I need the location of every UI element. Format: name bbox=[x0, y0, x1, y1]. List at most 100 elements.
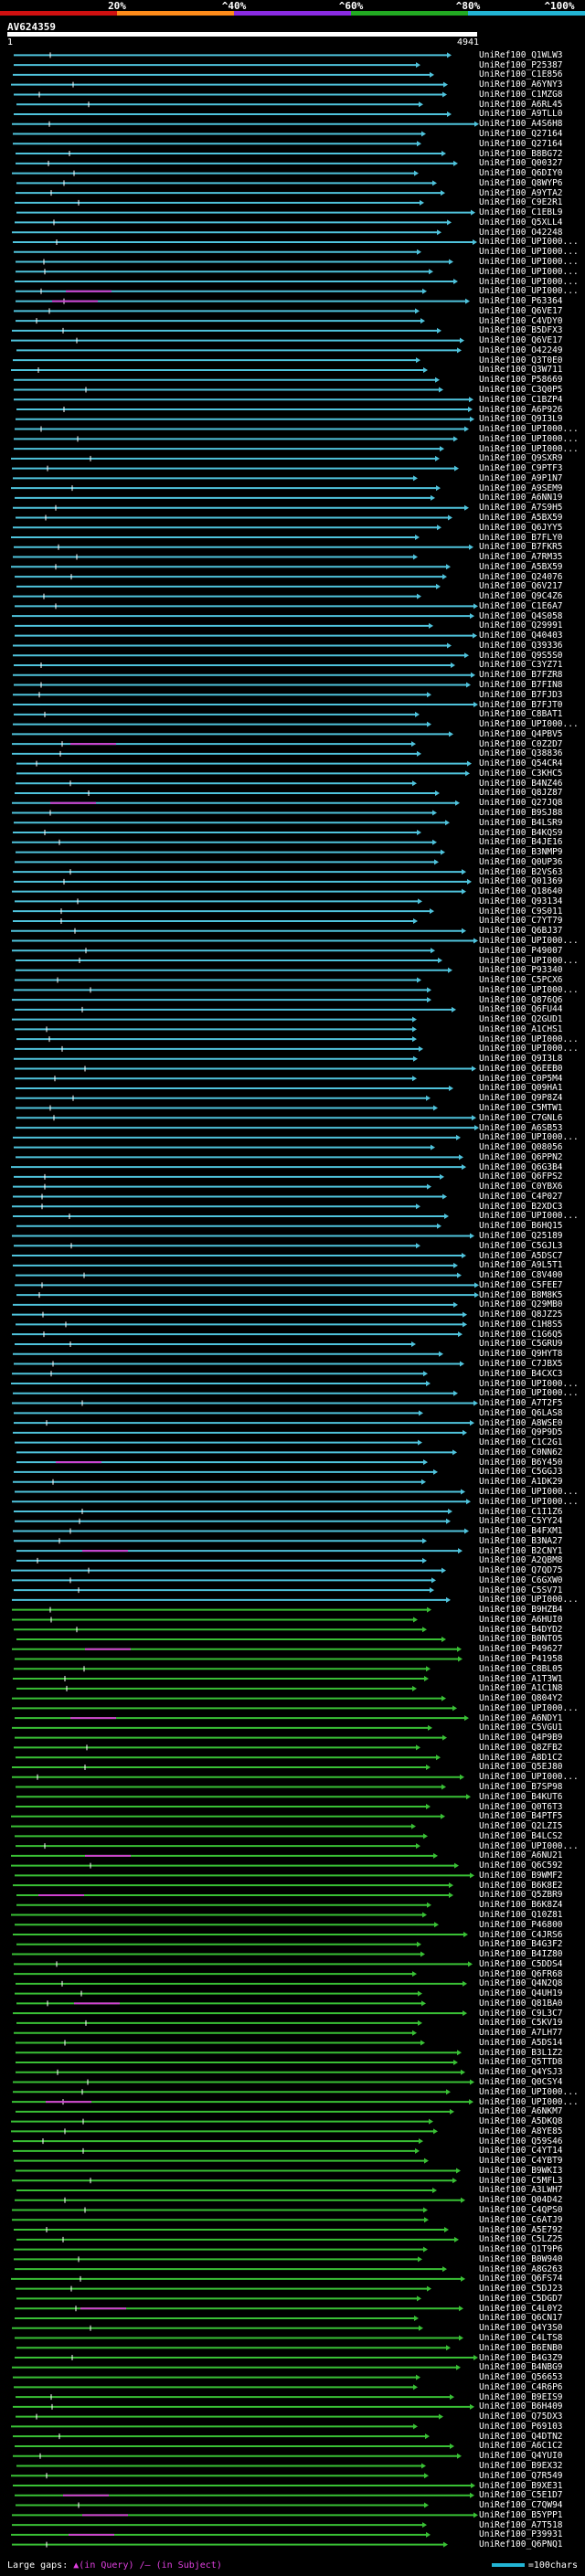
hit-label[interactable]: UniRef100_A7RM35 bbox=[479, 552, 563, 563]
hit-label[interactable]: UniRef100_Q59S46 bbox=[479, 2136, 563, 2147]
hit-label[interactable]: UniRef100_Q10Z81 bbox=[479, 1909, 563, 1920]
hit-label[interactable]: UniRef100_B3NA27 bbox=[479, 1535, 563, 1546]
hit-label[interactable]: UniRef100_Q8JZ87 bbox=[479, 788, 563, 799]
hit-label[interactable]: UniRef100_C4JRS6 bbox=[479, 1929, 563, 1940]
hit-label[interactable]: UniRef100_UPI000... bbox=[479, 1044, 579, 1055]
hit-label[interactable]: UniRef100_B7FKR5 bbox=[479, 542, 563, 553]
hit-label[interactable]: UniRef100_UPI000... bbox=[479, 955, 579, 966]
hit-label[interactable]: UniRef100_UPI000... bbox=[479, 1496, 579, 1507]
hit-label[interactable]: UniRef100_B9SJ88 bbox=[479, 807, 563, 818]
hit-label[interactable]: UniRef100_A8YE85 bbox=[479, 2125, 563, 2136]
hit-label[interactable]: UniRef100_C5KV19 bbox=[479, 2018, 563, 2029]
hit-label[interactable]: UniRef100_UPI000... bbox=[479, 1388, 579, 1399]
hit-label[interactable]: UniRef100_P58669 bbox=[479, 375, 563, 386]
hit-label[interactable]: UniRef100_A1CHS1 bbox=[479, 1023, 563, 1034]
hit-label[interactable]: UniRef100_C6ATJ9 bbox=[479, 2214, 563, 2225]
hit-label[interactable]: UniRef100_C8V400 bbox=[479, 1270, 563, 1281]
hit-label[interactable]: UniRef100_Q5ZBR9 bbox=[479, 1890, 563, 1901]
hit-label[interactable]: UniRef100_B3L1Z2 bbox=[479, 2047, 563, 2058]
hit-label[interactable]: UniRef100_A6NKM7 bbox=[479, 2106, 563, 2117]
hit-label[interactable]: UniRef100_UPI000... bbox=[479, 424, 579, 435]
hit-label[interactable]: UniRef100_UPI000... bbox=[479, 266, 579, 277]
hit-label[interactable]: UniRef100_C5GGJ3 bbox=[479, 1467, 563, 1478]
hit-label[interactable]: UniRef100_UPI000... bbox=[479, 1132, 579, 1143]
hit-label[interactable]: UniRef100_A6C1C2 bbox=[479, 2441, 563, 2452]
hit-label[interactable]: UniRef100_Q29991 bbox=[479, 620, 563, 631]
hit-label[interactable]: UniRef100_A7LH77 bbox=[479, 2028, 563, 2039]
hit-label[interactable]: UniRef100_C1I1Z6 bbox=[479, 1506, 563, 1517]
hit-label[interactable]: UniRef100_C9S011 bbox=[479, 906, 563, 917]
hit-label[interactable]: UniRef100_B7FJT0 bbox=[479, 699, 563, 710]
hit-label[interactable]: UniRef100_B8M8K5 bbox=[479, 1289, 563, 1300]
hit-label[interactable]: UniRef100_Q1WLW3 bbox=[479, 49, 563, 60]
hit-label[interactable]: UniRef100_C8BAT1 bbox=[479, 709, 563, 720]
hit-label[interactable]: UniRef100_A5DSC7 bbox=[479, 1250, 563, 1261]
hit-label[interactable]: UniRef100_Q6LAS8 bbox=[479, 1407, 563, 1418]
hit-label[interactable]: UniRef100_Q6C592 bbox=[479, 1860, 563, 1871]
hit-label[interactable]: UniRef100_UPI000... bbox=[479, 1486, 579, 1497]
hit-label[interactable]: UniRef100_B4LCS2 bbox=[479, 1830, 563, 1841]
hit-label[interactable]: UniRef100_Q56653 bbox=[479, 2372, 563, 2383]
hit-label[interactable]: UniRef100_Q9HYT8 bbox=[479, 1349, 563, 1360]
hit-label[interactable]: UniRef100_A5DKQ8 bbox=[479, 2116, 563, 2127]
hit-label[interactable]: UniRef100_P93340 bbox=[479, 965, 563, 976]
hit-label[interactable]: UniRef100_B6K8Z4 bbox=[479, 1900, 563, 1911]
hit-label[interactable]: UniRef100_C5GRU9 bbox=[479, 1339, 563, 1350]
hit-label[interactable]: UniRef100_UPI000... bbox=[479, 984, 579, 995]
hit-label[interactable]: UniRef100_Q6VE17 bbox=[479, 305, 563, 316]
hit-label[interactable]: UniRef100_Q8WYP6 bbox=[479, 177, 563, 188]
hit-label[interactable]: UniRef100_C1MZG8 bbox=[479, 89, 563, 100]
hit-label[interactable]: UniRef100_C1E856 bbox=[479, 69, 563, 80]
hit-label[interactable]: UniRef100_B4NBG9 bbox=[479, 2362, 563, 2373]
hit-label[interactable]: UniRef100_B6K8E2 bbox=[479, 1880, 563, 1891]
hit-label[interactable]: UniRef100_Q6PNQ1 bbox=[479, 2539, 563, 2550]
hit-label[interactable]: UniRef100_C5GJL3 bbox=[479, 1240, 563, 1251]
hit-label[interactable]: UniRef100_A5E792 bbox=[479, 2224, 563, 2235]
hit-label[interactable]: UniRef100_P39931 bbox=[479, 2529, 563, 2540]
hit-label[interactable]: UniRef100_C5VGU1 bbox=[479, 1723, 563, 1733]
hit-label[interactable]: UniRef100_A8WSE0 bbox=[479, 1417, 563, 1428]
hit-label[interactable]: UniRef100_C4L0Y2 bbox=[479, 2303, 563, 2314]
hit-label[interactable]: UniRef100_Q7R549 bbox=[479, 2470, 563, 2481]
hit-label[interactable]: UniRef100_B9WKI3 bbox=[479, 2165, 563, 2176]
hit-label[interactable]: UniRef100_C3Q0P5 bbox=[479, 384, 563, 395]
hit-label[interactable]: UniRef100_UPI000... bbox=[479, 276, 579, 287]
hit-label[interactable]: UniRef100_Q7QD75 bbox=[479, 1565, 563, 1576]
hit-label[interactable]: UniRef100_Q4YSJ3 bbox=[479, 2067, 563, 2078]
hit-label[interactable]: UniRef100_B4FXM1 bbox=[479, 1526, 563, 1537]
hit-label[interactable]: UniRef100_B7FIN8 bbox=[479, 680, 563, 691]
hit-label[interactable]: UniRef100_Q2GUD1 bbox=[479, 1014, 563, 1025]
hit-label[interactable]: UniRef100_A9SEM9 bbox=[479, 482, 563, 493]
hit-label[interactable]: UniRef100_Q54CR4 bbox=[479, 758, 563, 769]
hit-label[interactable]: UniRef100_C9E2R1 bbox=[479, 197, 563, 208]
hit-label[interactable]: UniRef100_Q4YUI0 bbox=[479, 2451, 563, 2462]
hit-label[interactable]: UniRef100_A8G263 bbox=[479, 2263, 563, 2274]
hit-label[interactable]: UniRef100_Q876Q6 bbox=[479, 994, 563, 1005]
hit-label[interactable]: UniRef100_Q39336 bbox=[479, 640, 563, 651]
hit-label[interactable]: UniRef100_Q9P9D5 bbox=[479, 1427, 563, 1438]
hit-label[interactable]: UniRef100_C0YBX6 bbox=[479, 1182, 563, 1193]
hit-label[interactable]: UniRef100_B3NMP9 bbox=[479, 847, 563, 858]
hit-label[interactable]: UniRef100_Q09HA1 bbox=[479, 1083, 563, 1094]
hit-label[interactable]: UniRef100_A6NDY1 bbox=[479, 1712, 563, 1723]
hit-label[interactable]: UniRef100_UPI000... bbox=[479, 2096, 579, 2107]
hit-label[interactable]: UniRef100_B4DYD2 bbox=[479, 1624, 563, 1635]
hit-label[interactable]: UniRef100_C1BZP4 bbox=[479, 394, 563, 405]
hit-label[interactable]: UniRef100_C5MTW1 bbox=[479, 1103, 563, 1114]
hit-label[interactable]: UniRef100_A9L5T1 bbox=[479, 1260, 563, 1271]
hit-label[interactable]: UniRef100_C1H8S5 bbox=[479, 1319, 563, 1330]
hit-label[interactable]: UniRef100_B6HQ15 bbox=[479, 1221, 563, 1232]
hit-label[interactable]: UniRef100_B2CNY1 bbox=[479, 1545, 563, 1556]
hit-label[interactable]: UniRef100_A9YTA2 bbox=[479, 187, 563, 198]
hit-label[interactable]: UniRef100_Q6FPS2 bbox=[479, 1171, 563, 1182]
hit-label[interactable]: UniRef100_C5DGD7 bbox=[479, 2293, 563, 2304]
hit-label[interactable]: UniRef100_B9EIS9 bbox=[479, 2391, 563, 2402]
hit-label[interactable]: UniRef100_Q6DIY0 bbox=[479, 168, 563, 179]
hit-label[interactable]: UniRef100_Q4N2Q8 bbox=[479, 1978, 563, 1989]
hit-label[interactable]: UniRef100_P49007 bbox=[479, 945, 563, 956]
hit-label[interactable]: UniRef100_Q4PBV5 bbox=[479, 728, 563, 739]
hit-label[interactable]: UniRef100_A7S9H5 bbox=[479, 503, 563, 514]
hit-label[interactable]: UniRef100_B0W940 bbox=[479, 2253, 563, 2264]
hit-label[interactable]: UniRef100_Q1T9P6 bbox=[479, 2244, 563, 2255]
hit-label[interactable]: UniRef100_B4G3F2 bbox=[479, 1939, 563, 1950]
